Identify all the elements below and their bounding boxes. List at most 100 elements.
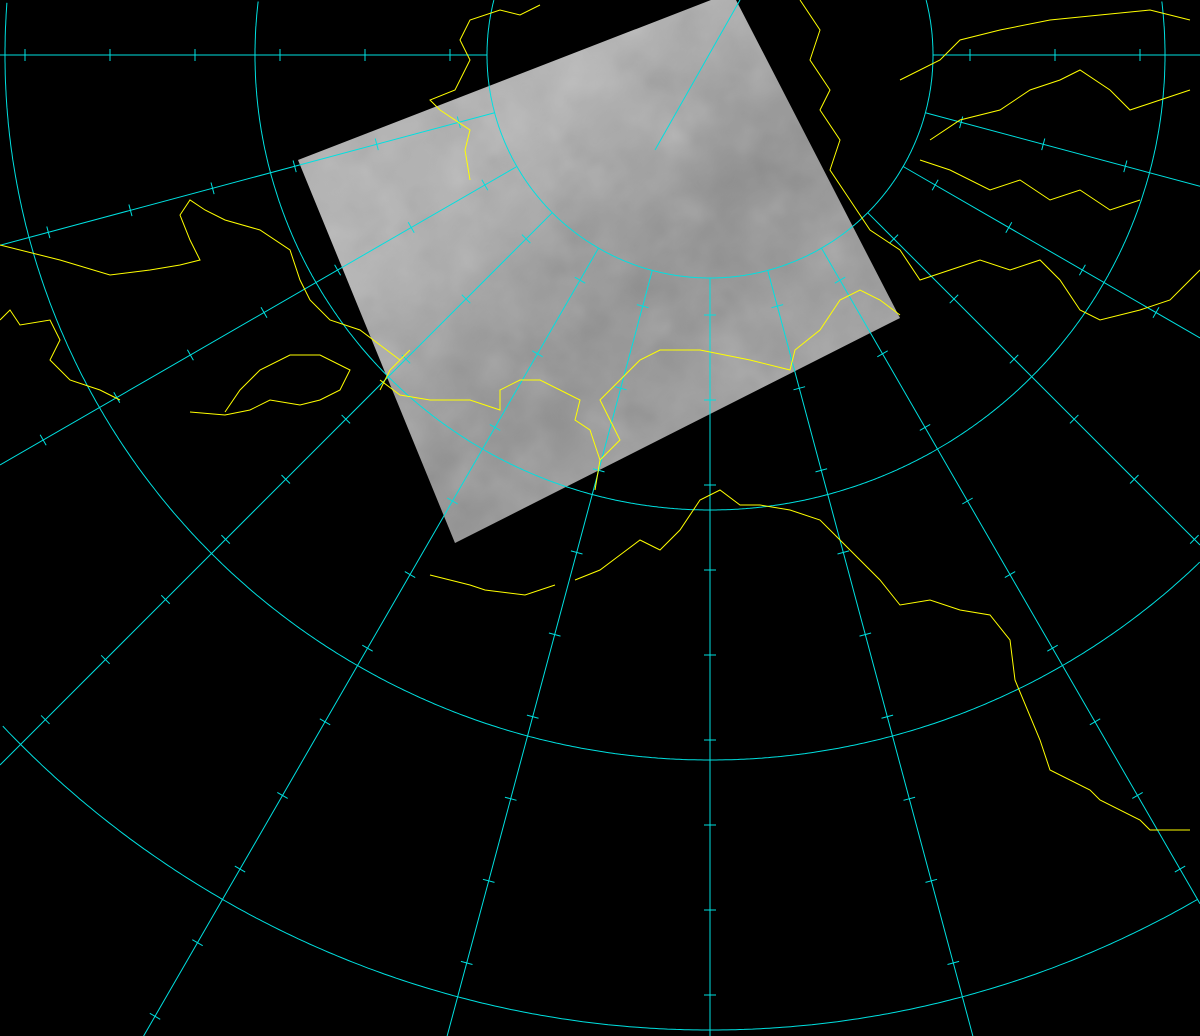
grid-tick [186, 349, 194, 361]
grid-tick [526, 714, 539, 719]
grid-tick [46, 226, 51, 239]
satellite-image [298, 0, 900, 543]
grid-tick [1123, 160, 1128, 173]
grid-tick [771, 304, 784, 309]
grid-tick [636, 304, 649, 309]
grid-tick [292, 160, 297, 173]
grid-tick [834, 276, 846, 284]
grid-tick [277, 792, 288, 799]
meridian-line [821, 247, 1200, 904]
grid-tick [100, 654, 111, 665]
meridian-line [143, 247, 599, 1036]
grid-tick [614, 386, 627, 391]
grid-tick [40, 715, 50, 725]
grid-tick [925, 878, 938, 883]
grid-tick [548, 632, 561, 637]
parallel-circle [4, 2, 1200, 761]
grid-tick [837, 550, 850, 555]
coastline-chukotka [0, 309, 121, 401]
grid-tick [947, 960, 960, 966]
coastline-siberia [0, 199, 411, 391]
grid-tick [881, 714, 894, 719]
grid-tick [128, 204, 133, 217]
grid-tick [793, 386, 806, 391]
parallel-circle [254, 1, 1166, 511]
meridian-line [654, 0, 741, 151]
grid-tick [949, 294, 959, 304]
meridian-line [0, 212, 553, 766]
grid-tick [334, 264, 342, 276]
grid-tick [482, 878, 495, 883]
grid-tick [160, 594, 171, 605]
grid-tick [447, 497, 458, 505]
coastline-islands-2 [919, 159, 1141, 211]
grid-tick [113, 392, 121, 403]
grid-tick [1047, 644, 1058, 652]
parallel-circle [486, 0, 934, 279]
grid-tick [234, 865, 246, 873]
grid-tick [1129, 474, 1139, 484]
meridian-line [925, 112, 1200, 187]
grid-tick [815, 468, 828, 473]
grid-tick [1004, 571, 1016, 579]
grid-tick [149, 1012, 161, 1020]
grid-tick [521, 234, 531, 244]
meridian-line [446, 270, 653, 1036]
grid-tick [574, 276, 586, 284]
coastline-arctic [429, 4, 541, 181]
grid-tick [859, 632, 872, 637]
grid-tick [504, 796, 517, 801]
coastline-aleutians [429, 574, 556, 596]
grid-tick [570, 550, 583, 555]
coastline-canadian-arctic [899, 9, 1191, 81]
coastline-west-alaska [379, 379, 601, 461]
grid-tick [919, 423, 931, 431]
grid-tick [931, 179, 939, 191]
grid-tick [1009, 354, 1019, 364]
grid-tick [319, 718, 331, 726]
grid-tick [341, 414, 351, 424]
grid-tick [1152, 307, 1160, 318]
coastline-canadian-islands [929, 69, 1191, 141]
grid-tick [404, 571, 416, 579]
grid-tick [362, 644, 373, 652]
grid-tick [903, 796, 916, 801]
coastline-peninsula [594, 289, 901, 491]
grid-tick [192, 939, 203, 947]
grid-tick [1089, 718, 1101, 726]
grid-tick [461, 294, 471, 304]
grid-tick [374, 138, 379, 151]
grid-tick [1041, 138, 1046, 151]
grid-tick [221, 534, 231, 544]
grid-tick [481, 179, 489, 191]
coastline-alaska [574, 489, 1190, 831]
grid-tick [889, 234, 899, 244]
grid-tick [260, 307, 268, 318]
grid-tick [1132, 792, 1143, 799]
grid-tick [210, 182, 215, 195]
grid-tick [1189, 534, 1199, 544]
meridian-line [0, 166, 518, 466]
meridian-line [902, 166, 1200, 339]
meridian-line [867, 212, 1200, 546]
grid-tick [281, 474, 291, 484]
grid-tick [489, 423, 501, 431]
grid-tick [532, 350, 543, 358]
grid-tick [877, 350, 888, 358]
meridian-line [0, 112, 495, 246]
grid-tick [1174, 865, 1186, 873]
grid-tick [407, 222, 415, 233]
grid-tick [962, 497, 973, 505]
grid-tick [1078, 264, 1086, 276]
coastlines [0, 0, 1200, 831]
coastline-arctic-islands [799, 0, 1200, 321]
meridian-line [767, 270, 974, 1036]
coastline-kamchatka [189, 354, 351, 416]
grid-tick [959, 116, 964, 129]
grid-tick [1005, 222, 1013, 233]
parallel-circle [2, 725, 1198, 1031]
grid-tick [460, 960, 473, 966]
grid-tick [1069, 414, 1079, 424]
